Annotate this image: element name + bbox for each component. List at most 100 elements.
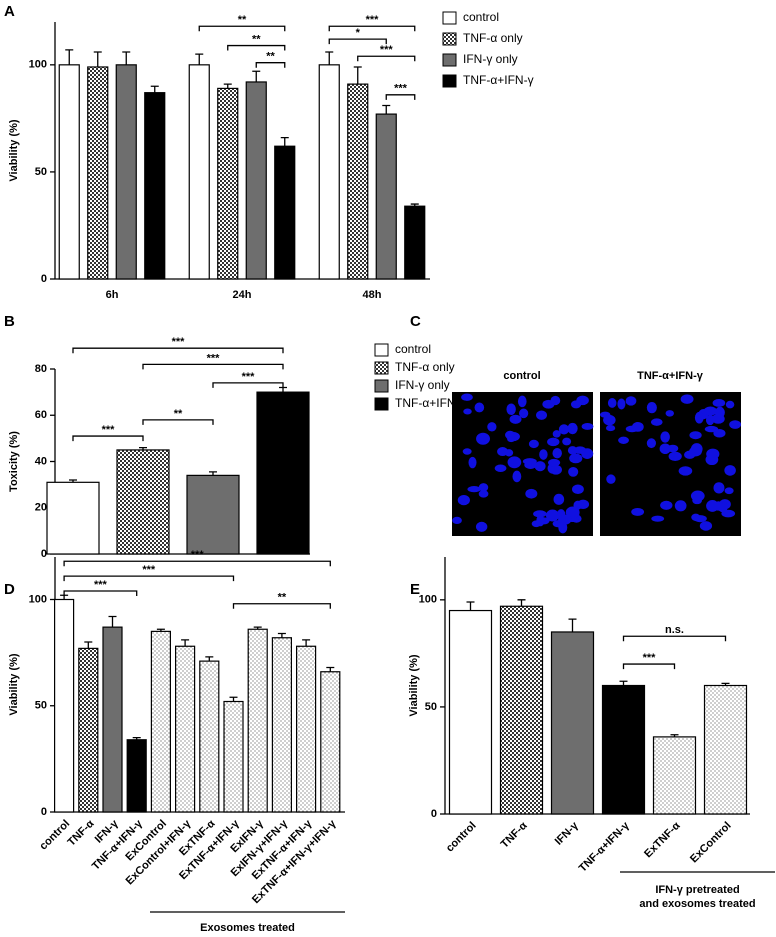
bar <box>347 83 369 280</box>
error-bar <box>721 682 730 686</box>
nucleus <box>646 438 657 449</box>
y-tick-label: 0 <box>41 806 47 818</box>
nucleus <box>668 451 682 462</box>
error-bar <box>223 83 232 89</box>
nucleus <box>512 470 522 483</box>
sig-label: *** <box>643 652 657 664</box>
sig-bracket <box>328 38 387 45</box>
nucleus <box>618 436 629 444</box>
sig-bracket <box>63 590 138 596</box>
nucleus <box>729 420 742 429</box>
bar <box>652 736 697 815</box>
nucleus <box>552 448 562 459</box>
nucleus <box>712 398 726 407</box>
legend-swatch <box>374 379 389 393</box>
bar <box>46 481 100 555</box>
sig-label: *** <box>366 14 380 26</box>
legend-label: control <box>395 342 431 356</box>
x-tick-label: IFN-γ <box>553 819 582 848</box>
bar <box>87 66 109 280</box>
nucleus <box>534 461 546 472</box>
panel-letter: B <box>4 313 15 330</box>
y-tick-label: 0 <box>41 273 47 285</box>
error-bar <box>279 386 287 393</box>
y-tick-label: 50 <box>425 701 437 713</box>
nucleus <box>603 414 616 426</box>
nucleus <box>684 450 696 459</box>
y-tick-label: 40 <box>35 455 47 467</box>
nucleus <box>678 466 693 476</box>
sig-bracket <box>63 560 331 567</box>
bar <box>320 671 341 813</box>
sig-bracket <box>385 94 416 100</box>
error-bar <box>410 203 419 207</box>
image-label: control <box>503 370 540 382</box>
legend-label: TNF-α only <box>395 360 455 374</box>
bar <box>150 630 171 813</box>
nucleus <box>549 464 562 475</box>
legend-swatch <box>374 361 389 375</box>
sig-bracket <box>232 603 331 609</box>
sig-bracket <box>357 55 416 62</box>
error-bar <box>181 639 190 647</box>
nucleus <box>494 464 507 472</box>
error-bar <box>229 696 238 702</box>
nucleus <box>631 507 645 516</box>
nucleus <box>606 474 616 484</box>
bar <box>375 113 397 280</box>
nucleus <box>569 453 583 464</box>
error-bar <box>209 471 217 476</box>
x-tick-label: 6h <box>106 289 119 301</box>
y-tick-label: 0 <box>41 548 47 560</box>
bar <box>223 700 244 813</box>
y-axis-label: Toxicity (%) <box>8 431 20 492</box>
legend-label: TNF-α only <box>463 31 523 45</box>
nucleus <box>487 422 497 432</box>
sig-bracket <box>212 382 284 388</box>
nucleus <box>646 401 657 414</box>
nucleus <box>509 414 522 424</box>
error-bar <box>670 734 679 737</box>
y-tick-label: 50 <box>35 700 47 712</box>
nucleus <box>548 458 561 467</box>
y-tick-label: 50 <box>35 166 47 178</box>
error-bar <box>65 49 74 65</box>
nucleus <box>531 520 541 528</box>
sig-label: ** <box>174 408 183 420</box>
panel-letter: A <box>4 3 15 20</box>
y-axis-label: Viability (%) <box>8 119 20 181</box>
error-bar <box>466 601 475 611</box>
x-tick-label: control <box>37 818 72 853</box>
sig-label: *** <box>380 44 394 56</box>
sig-bracket <box>142 363 284 370</box>
nucleus <box>565 506 580 519</box>
nucleus <box>567 422 578 435</box>
legend-label: IFN-γ only <box>395 378 450 392</box>
error-bar <box>568 618 577 632</box>
bar <box>550 631 595 815</box>
nucleus <box>689 431 702 440</box>
sig-bracket <box>227 44 286 51</box>
nucleus <box>725 400 735 409</box>
nucleus <box>713 482 725 494</box>
bar <box>274 145 296 280</box>
nucleus <box>692 496 703 505</box>
bar <box>271 637 292 813</box>
sig-bracket <box>255 62 286 68</box>
bar <box>144 92 166 280</box>
error-bar <box>93 51 102 67</box>
nucleus <box>462 448 472 455</box>
bar <box>245 81 267 280</box>
x-tick-label: control <box>444 820 479 855</box>
y-tick-label: 80 <box>35 363 47 375</box>
sig-bracket <box>622 663 676 670</box>
sig-label: *** <box>94 579 108 591</box>
nucleus <box>568 467 579 477</box>
nucleus <box>519 408 529 419</box>
nucleus <box>528 439 539 449</box>
sig-label: ** <box>238 14 247 26</box>
bar <box>499 605 544 815</box>
nucleus <box>704 425 719 433</box>
nucleus <box>567 446 578 455</box>
legend-label: IFN-γ only <box>463 52 518 66</box>
